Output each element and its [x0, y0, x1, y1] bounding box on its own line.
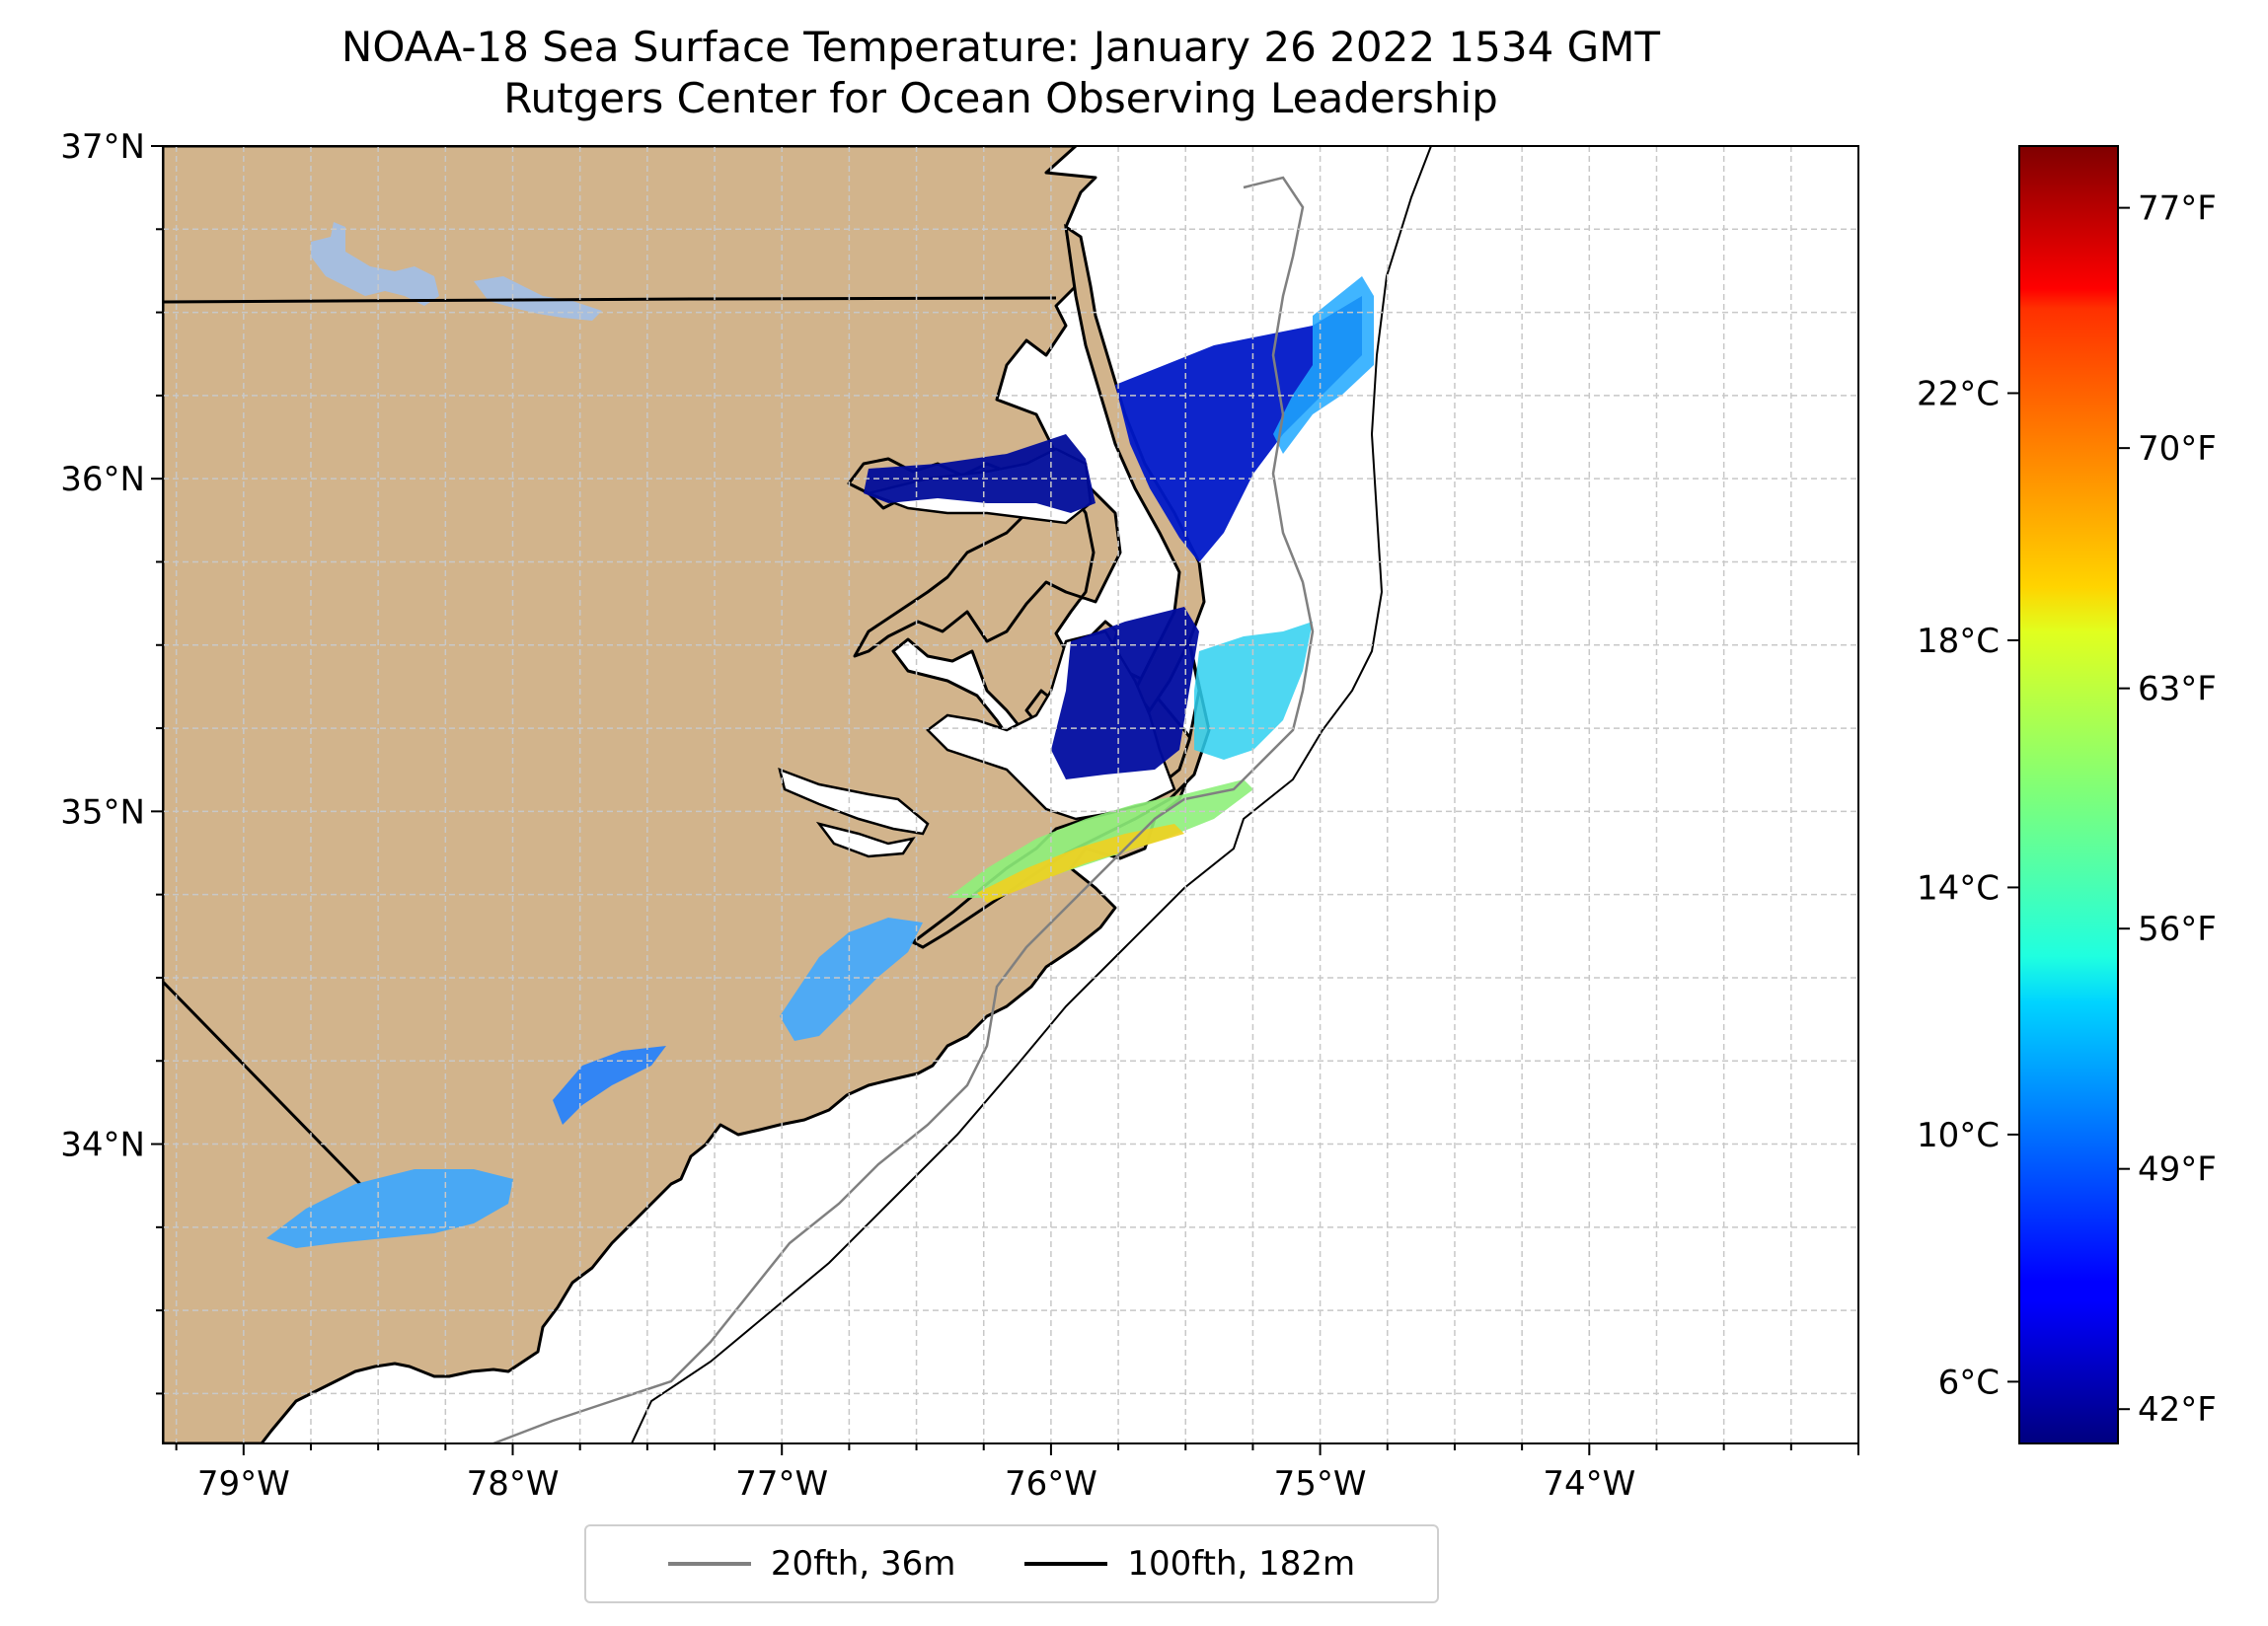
lon-tick-label: 79°W — [197, 1464, 290, 1504]
lon-tick-label: 75°W — [1274, 1464, 1367, 1504]
lat-tick-label: 34°N — [60, 1126, 145, 1165]
legend-entry-100fth: 100fth, 182m — [1024, 1544, 1355, 1584]
title-line-2: Rutgers Center for Ocean Observing Leade… — [503, 74, 1498, 122]
legend-entry-20fth: 20fth, 36m — [667, 1544, 956, 1584]
latitude-axis: 37°N 36°N 35°N 34°N — [60, 127, 163, 1395]
legend-swatch-black — [1024, 1562, 1108, 1566]
va-nc-border — [163, 296, 1057, 304]
longitude-axis: 79°W 78°W 77°W 76°W 75°W 74°W — [175, 1443, 1859, 1504]
contour-20fth — [492, 176, 1315, 1443]
sst-longbay — [266, 1169, 513, 1248]
lon-tick-label: 78°W — [467, 1464, 560, 1504]
sst-onslow-hot — [977, 824, 1184, 903]
lon-tick-label: 76°W — [1005, 1464, 1097, 1504]
celsius-tick-label: 18°C — [1917, 622, 2000, 661]
colorbar — [2018, 145, 2119, 1444]
legend-label-100fth: 100fth, 182m — [1127, 1544, 1356, 1584]
map-frame — [162, 145, 1859, 1444]
contour-100fth — [631, 146, 1432, 1443]
legend-swatch-gray — [667, 1562, 751, 1566]
fahrenheit-tick-label: 42°F — [2138, 1390, 2217, 1430]
kerr-lake — [311, 222, 439, 306]
title-line-1: NOAA-18 Sea Surface Temperature: January… — [340, 23, 1661, 71]
lat-tick-label: 37°N — [60, 127, 145, 167]
fahrenheit-tick-label: 77°F — [2138, 189, 2217, 229]
contour-legend: 20fth, 36m 100fth, 182m — [584, 1524, 1439, 1603]
celsius-tick-label: 22°C — [1917, 374, 2000, 413]
celsius-tick-label: 6°C — [1938, 1363, 2000, 1402]
nc-sc-border — [163, 980, 362, 1186]
fahrenheit-tick-label: 63°F — [2138, 670, 2217, 709]
sst-albemarle — [864, 434, 1096, 513]
lat-tick-label: 35°N — [60, 792, 145, 832]
graticule — [163, 145, 1859, 1443]
legend-label-20fth: 20fth, 36m — [770, 1544, 956, 1584]
sst-capefear-north — [553, 1046, 666, 1125]
celsius-tick-label: 14°C — [1917, 868, 2000, 908]
sst-onslow-warm — [947, 779, 1253, 898]
colorbar-fahrenheit-axis: 42°F 49°F 56°F 63°F 70°F 77°F — [2118, 189, 2217, 1430]
sst-bogue — [780, 918, 923, 1041]
lon-tick-label: 74°W — [1543, 1464, 1635, 1504]
sst-outer-north-edge — [1273, 276, 1374, 454]
map-title: NOAA-18 Sea Surface Temperature: January… — [0, 22, 2002, 124]
fahrenheit-tick-label: 49°F — [2138, 1150, 2217, 1190]
colorbar-celsius-axis: 6°C 10°C 14°C 18°C 22°C — [1917, 374, 2019, 1402]
sst-outer-north — [1115, 296, 1362, 562]
neuse-river — [778, 767, 930, 836]
sst-pamlico — [1051, 607, 1199, 779]
celsius-tick-label: 10°C — [1917, 1116, 2000, 1155]
fahrenheit-tick-label: 70°F — [2138, 429, 2217, 469]
pamlico-river — [815, 821, 916, 858]
lon-tick-label: 77°W — [735, 1464, 828, 1504]
fahrenheit-tick-label: 56°F — [2138, 910, 2217, 949]
lat-tick-label: 36°N — [60, 460, 145, 499]
